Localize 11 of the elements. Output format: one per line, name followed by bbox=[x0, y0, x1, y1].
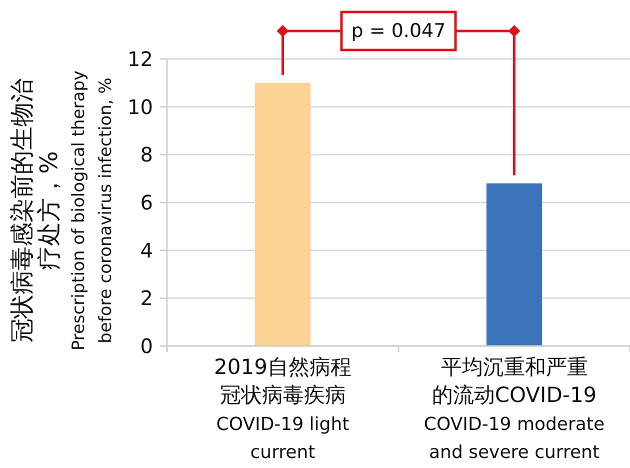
y-tick-label: 10 bbox=[128, 94, 153, 119]
y-tick-label: 2 bbox=[140, 286, 153, 310]
y-tick-label: 6 bbox=[140, 190, 153, 214]
y-tick-label: 0 bbox=[140, 334, 153, 358]
x-tick-label: 平均沉重和严重的流动COVID-19 COVID-19 moderate and severe current bbox=[424, 355, 605, 463]
x-tick-label: 2019自然病程冠状病毒疾病 COVID-19 light current bbox=[214, 355, 352, 463]
y-tick-label: 8 bbox=[140, 142, 153, 167]
text: p = 0.047 bbox=[351, 20, 446, 42]
y-axis-title: 冠状病毒感染前的生物治疗处方，% Prescription of biological therapy before coronavirus infection, % bbox=[8, 70, 116, 351]
y-tick-label: 4 bbox=[140, 238, 153, 262]
y-tick-label: 12 bbox=[128, 47, 153, 71]
